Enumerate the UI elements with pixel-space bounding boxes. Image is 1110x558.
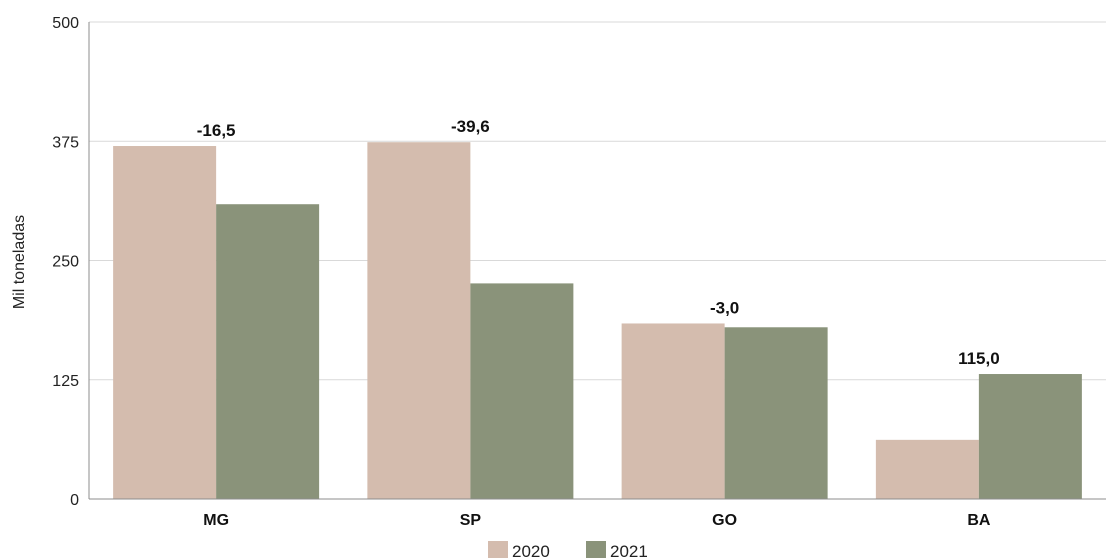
legend-swatch-2020 bbox=[488, 541, 508, 558]
axes bbox=[88, 22, 1106, 500]
legend-label: 2020 bbox=[512, 542, 550, 558]
x-category-label: SP bbox=[460, 512, 482, 529]
y-tick-label: 125 bbox=[52, 373, 79, 390]
x-category-label: MG bbox=[203, 512, 229, 529]
bar-2020-sp bbox=[367, 142, 471, 500]
y-tick-label: 250 bbox=[52, 254, 79, 271]
legend: 2020 2021 bbox=[488, 541, 648, 558]
legend-label: 2021 bbox=[610, 542, 648, 558]
y-tick-label: 500 bbox=[52, 15, 79, 32]
data-label: -39,6 bbox=[451, 117, 490, 136]
bar-2021-mg bbox=[216, 204, 320, 500]
bar-2021-ba bbox=[978, 374, 1082, 499]
y-tick-label: 375 bbox=[52, 134, 79, 151]
bar-2020-mg bbox=[113, 146, 217, 499]
legend-swatch-2021 bbox=[586, 541, 606, 558]
y-tick-label: 0 bbox=[70, 492, 79, 509]
x-category-label: GO bbox=[712, 512, 737, 529]
x-category-label: BA bbox=[967, 512, 991, 529]
y-axis-title: Mil toneladas bbox=[11, 215, 28, 309]
bar-2020-go bbox=[621, 323, 725, 499]
y-tick-labels: 0 125 250 375 500 bbox=[52, 15, 79, 509]
bars bbox=[113, 142, 1082, 500]
bar-2020-ba bbox=[875, 439, 979, 499]
data-label: 115,0 bbox=[958, 349, 1000, 368]
data-label: -16,5 bbox=[197, 121, 236, 140]
x-category-labels: MG SP GO BA bbox=[203, 512, 991, 529]
bar-2021-go bbox=[724, 327, 828, 499]
data-labels: -16,5 -39,6 -3,0 115,0 bbox=[197, 117, 1000, 368]
bar-2021-sp bbox=[470, 283, 574, 499]
data-label: -3,0 bbox=[710, 298, 739, 317]
